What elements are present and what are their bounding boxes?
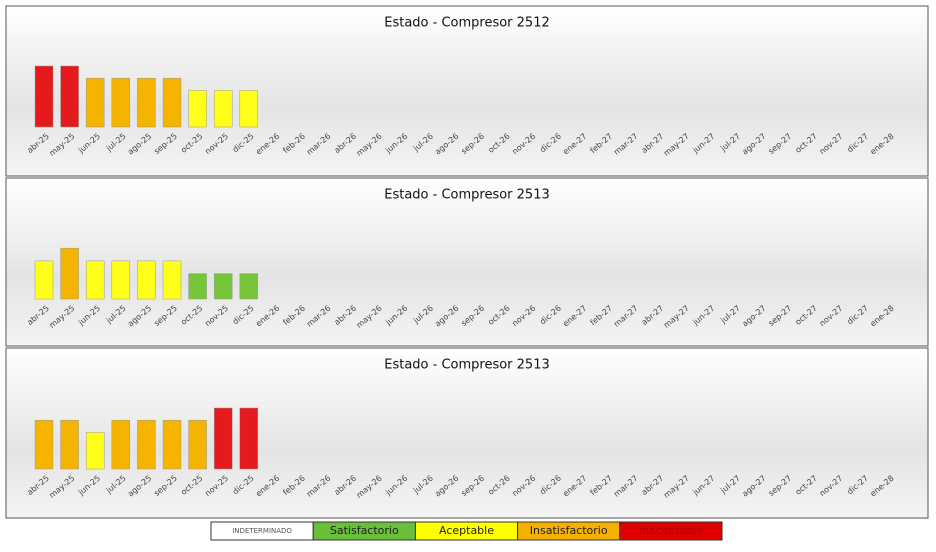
bar <box>85 77 105 128</box>
chart-title: Estado - Compresor 2513 <box>384 188 550 203</box>
bar <box>34 65 54 128</box>
chart-title: Estado - Compresor 2512 <box>384 16 550 31</box>
legend-label: INDETERMINADO <box>232 527 292 535</box>
bar <box>162 419 182 470</box>
bar <box>60 65 79 128</box>
legend-label: Inaceptable <box>639 524 704 537</box>
bar <box>137 260 156 300</box>
bar <box>213 90 233 128</box>
bar <box>162 260 182 300</box>
bar <box>137 77 156 128</box>
bar <box>188 90 207 128</box>
legend-label: Satisfactorio <box>330 524 399 537</box>
bar <box>213 407 233 470</box>
legend-swatch <box>619 521 723 541</box>
bar <box>34 260 54 300</box>
bar <box>213 273 233 300</box>
chart-title: Estado - Compresor 2513 <box>384 358 550 373</box>
bar <box>188 419 207 470</box>
legend-label: Aceptable <box>439 524 494 537</box>
bar <box>85 432 105 470</box>
bar <box>188 273 207 300</box>
panel <box>5 347 929 519</box>
legend-label: Insatisfactorio <box>530 524 608 537</box>
panel <box>5 177 929 347</box>
bar <box>111 260 131 300</box>
bar <box>162 77 182 128</box>
bar <box>239 90 259 128</box>
bar <box>137 419 156 470</box>
bar <box>60 419 79 470</box>
bar <box>34 419 54 470</box>
bar <box>85 260 105 300</box>
bar <box>239 273 259 300</box>
bar <box>111 419 131 470</box>
panel <box>5 5 929 177</box>
bar <box>111 77 131 128</box>
bar <box>60 247 79 300</box>
bar <box>239 407 259 470</box>
